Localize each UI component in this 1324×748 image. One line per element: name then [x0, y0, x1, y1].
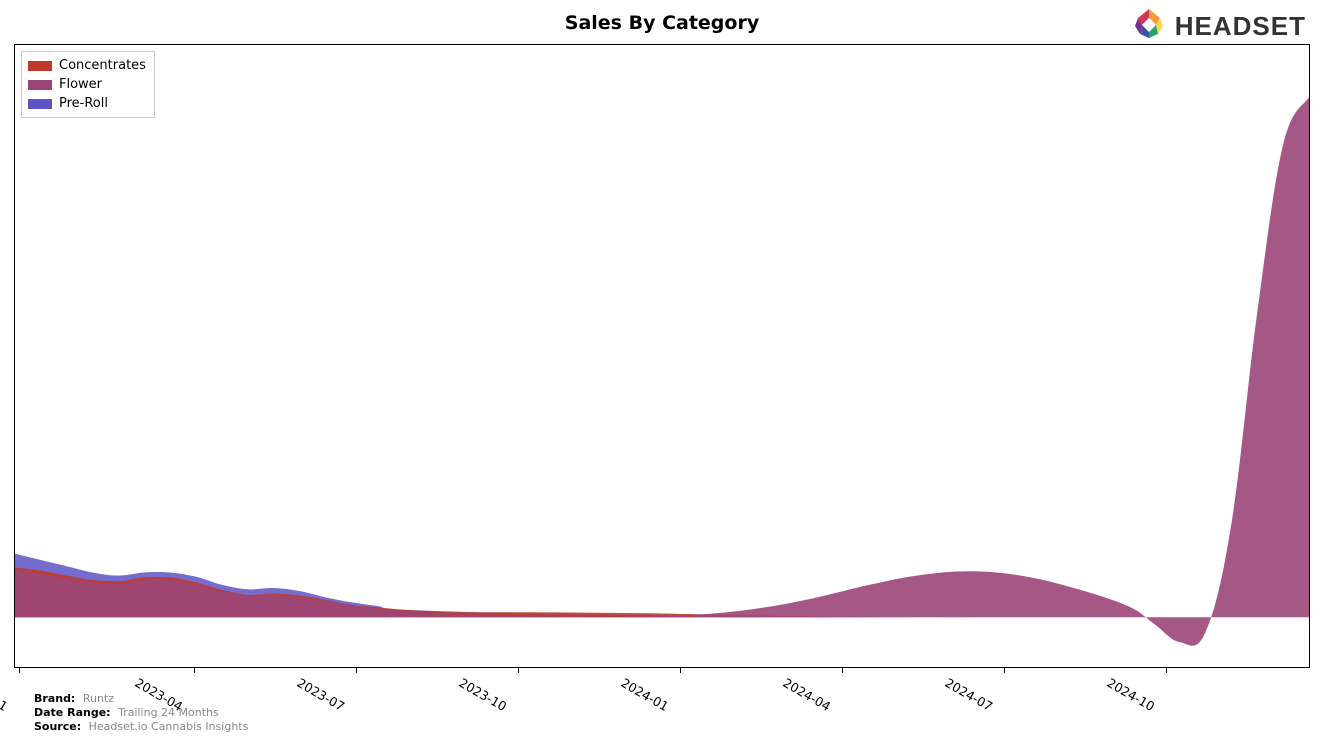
- logo-text: HEADSET: [1175, 11, 1306, 42]
- footer-source-value: Headset.io Cannabis Insights: [89, 720, 249, 733]
- footer-brand-label: Brand:: [34, 692, 75, 705]
- footer-brand-value: Runtz: [83, 692, 114, 705]
- legend-swatch: [28, 61, 52, 71]
- x-tick-mark: [680, 668, 681, 673]
- x-tick-label: 2024-01: [618, 675, 671, 714]
- chart-title: Sales By Category: [0, 12, 1324, 34]
- x-tick-mark: [194, 668, 195, 673]
- x-tick-mark: [518, 668, 519, 673]
- chart-footer: Brand: Runtz Date Range: Trailing 24 Mon…: [34, 692, 248, 734]
- x-tick-label: 2023-07: [294, 675, 347, 714]
- legend-label: Flower: [59, 75, 102, 94]
- footer-source-row: Source: Headset.io Cannabis Insights: [34, 720, 248, 734]
- x-tick-label: 2024-04: [780, 675, 833, 714]
- x-tick-label: 2023-10: [456, 675, 509, 714]
- legend-item-pre-roll: Pre-Roll: [28, 94, 146, 113]
- footer-daterange-label: Date Range:: [34, 706, 111, 719]
- brand-logo: HEADSET: [1131, 6, 1306, 46]
- headset-icon: [1131, 6, 1167, 46]
- x-tick-mark: [842, 668, 843, 673]
- chart-plot-area: ConcentratesFlowerPre-Roll 2023-012023-0…: [14, 44, 1310, 668]
- x-tick-mark: [19, 668, 20, 673]
- x-tick-label: 2024-07: [942, 675, 995, 714]
- x-tick-mark: [356, 668, 357, 673]
- x-tick-label: 2023-01: [0, 675, 10, 714]
- footer-daterange-row: Date Range: Trailing 24 Months: [34, 706, 248, 720]
- footer-brand-row: Brand: Runtz: [34, 692, 248, 706]
- footer-daterange-value: Trailing 24 Months: [118, 706, 219, 719]
- area-series-flower: [15, 97, 1309, 645]
- area-chart-svg: [15, 45, 1309, 667]
- x-tick-label: 2024-10: [1104, 675, 1157, 714]
- legend-item-concentrates: Concentrates: [28, 56, 146, 75]
- legend-swatch: [28, 80, 52, 90]
- chart-legend: ConcentratesFlowerPre-Roll: [21, 51, 155, 118]
- x-tick-mark: [1004, 668, 1005, 673]
- legend-label: Pre-Roll: [59, 94, 108, 113]
- footer-source-label: Source:: [34, 720, 81, 733]
- legend-item-flower: Flower: [28, 75, 146, 94]
- legend-label: Concentrates: [59, 56, 146, 75]
- legend-swatch: [28, 99, 52, 109]
- x-tick-mark: [1166, 668, 1167, 673]
